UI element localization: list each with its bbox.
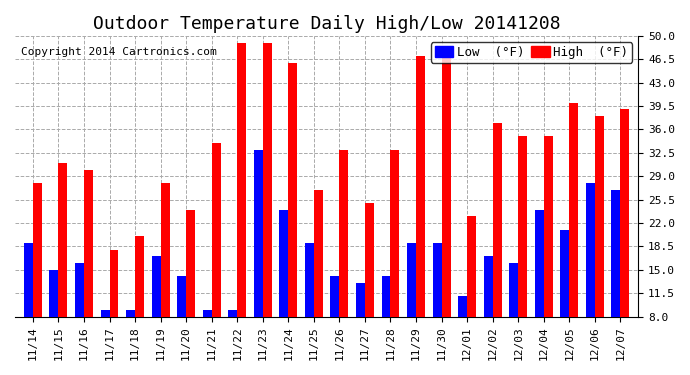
Bar [620,110,629,370]
Bar [135,236,144,370]
Bar [458,297,467,370]
Legend: Low  (°F), High  (°F): Low (°F), High (°F) [431,42,632,63]
Bar [339,150,348,370]
Bar [535,210,544,370]
Bar [254,150,263,370]
Bar [152,256,161,370]
Bar [33,183,42,370]
Bar [110,250,119,370]
Title: Outdoor Temperature Daily High/Low 20141208: Outdoor Temperature Daily High/Low 20141… [93,15,560,33]
Bar [433,243,442,370]
Bar [305,243,314,370]
Bar [509,263,518,370]
Bar [586,183,595,370]
Bar [161,183,170,370]
Bar [569,103,578,370]
Bar [203,310,212,370]
Bar [228,310,237,370]
Bar [416,56,425,370]
Bar [560,230,569,370]
Bar [263,43,272,370]
Bar [611,190,620,370]
Bar [177,276,186,370]
Bar [544,136,553,370]
Bar [356,283,365,370]
Bar [407,243,416,370]
Bar [518,136,527,370]
Bar [484,256,493,370]
Bar [493,123,502,370]
Bar [331,276,339,370]
Bar [186,210,195,370]
Bar [314,190,323,370]
Bar [288,63,297,370]
Text: Copyright 2014 Cartronics.com: Copyright 2014 Cartronics.com [21,47,217,57]
Bar [126,310,135,370]
Bar [84,170,93,370]
Bar [382,276,391,370]
Bar [442,56,451,370]
Bar [467,216,476,370]
Bar [365,203,374,370]
Bar [391,150,400,370]
Bar [212,143,221,370]
Bar [24,243,33,370]
Bar [50,270,59,370]
Bar [595,116,604,370]
Bar [279,210,288,370]
Bar [75,263,84,370]
Bar [101,310,110,370]
Bar [59,163,68,370]
Bar [237,43,246,370]
